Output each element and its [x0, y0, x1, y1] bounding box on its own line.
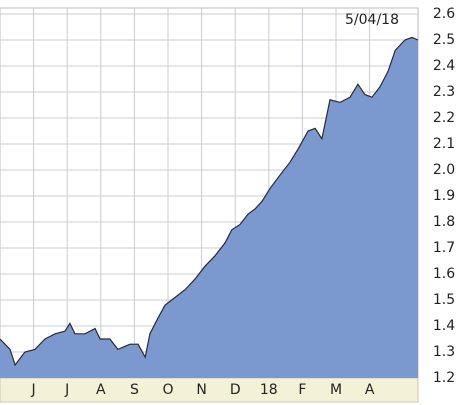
line [0, 36, 419, 367]
x-tick-label: M [330, 382, 342, 398]
x-tick-label: O [162, 382, 173, 398]
y-tick-label: 1.8 [433, 214, 455, 230]
x-tick-label: J [64, 382, 69, 398]
y-tick-label: 2.2 [433, 110, 455, 126]
y-tick-label: 2.0 [433, 162, 455, 178]
x-tick-label: A [365, 382, 375, 398]
y-tick-label: 2.3 [433, 84, 455, 100]
x-tick-label: N [196, 382, 206, 398]
y-tick-label: 1.4 [433, 318, 455, 334]
y-tick-label: 1.3 [433, 344, 455, 360]
x-tick-label: J [31, 382, 36, 398]
y-tick-label: 1.9 [433, 188, 455, 204]
marks [0, 36, 419, 379]
y-tick-label: 2.6 [433, 6, 455, 22]
y-tick-label: 1.6 [433, 266, 455, 282]
y-tick-label: 2.1 [433, 136, 455, 152]
x-tick-label: A [96, 382, 106, 398]
x-tick-label: F [298, 382, 306, 398]
x-tick-label: 18 [260, 382, 278, 398]
x-tick-label: S [130, 382, 139, 398]
x-axis-band [0, 377, 419, 403]
area [0, 37, 418, 379]
x-tick-label: D [230, 382, 241, 398]
y-tick-label: 2.5 [433, 32, 455, 48]
y-tick-label: 1.2 [433, 370, 455, 386]
y-tick-label: 1.7 [433, 240, 455, 256]
y-tick-label: 1.5 [433, 292, 455, 308]
labels: 1.2 1.3 1.4 1.5 1.6 1.7 1.8 1.9 2.0 2.1 2.2 2.3 2.4 2… [31, 6, 456, 398]
date-annotation: 5/04/18 [345, 12, 399, 28]
y-tick-label: 2.4 [433, 58, 455, 74]
